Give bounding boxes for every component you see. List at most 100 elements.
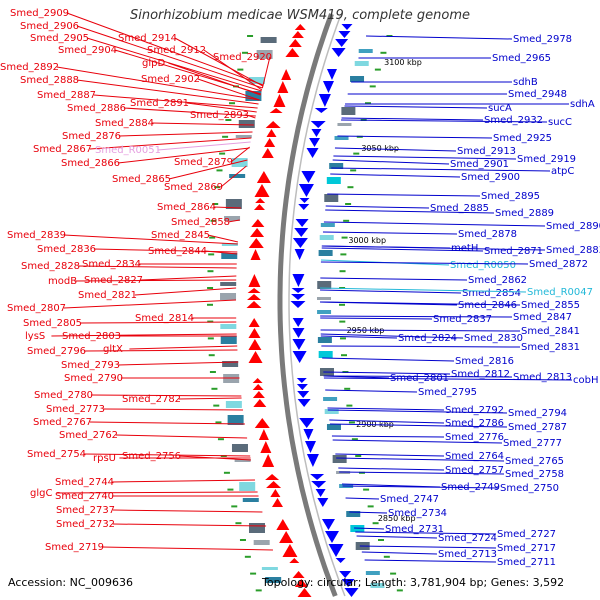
label-leader-line — [341, 117, 484, 121]
gene-label: Smed_2813 — [513, 372, 572, 383]
feature-block — [265, 577, 282, 583]
gene-label: Smed_2913 — [457, 146, 516, 157]
gene-label: Smed_2902 — [141, 74, 200, 85]
label-leader-line — [327, 409, 508, 414]
gene-label: Smed_2776 — [445, 432, 504, 443]
gene-reverse — [344, 588, 359, 597]
gene-forward — [269, 108, 283, 113]
feature-block — [220, 324, 237, 329]
gene-label: Smed_2816 — [455, 356, 514, 367]
label-leader-line — [66, 12, 264, 86]
label-leader-line — [213, 206, 241, 209]
gene-forward — [282, 544, 298, 557]
gene-reverse — [298, 184, 314, 197]
gene-forward — [248, 318, 260, 327]
gene-label: Smed_2844 — [148, 246, 207, 257]
feature-block — [231, 158, 248, 167]
gene-label: Smed_2719 — [45, 542, 104, 553]
gene-reverse — [306, 454, 319, 467]
gene-forward — [271, 498, 283, 507]
gene-label: Smed_2764 — [445, 451, 504, 462]
gene-label: Smed_2780 — [34, 390, 93, 401]
reverse-strand-genes — [290, 24, 359, 597]
label-leader-line — [320, 289, 462, 294]
gene-forward — [292, 571, 305, 578]
label-leader-line — [330, 173, 461, 178]
gene-forward — [255, 198, 266, 203]
gene-forward — [291, 31, 304, 38]
label-leader-line — [341, 119, 548, 123]
gene-reverse — [294, 249, 305, 260]
feature-block — [227, 415, 244, 425]
feature-block — [329, 163, 344, 169]
label-leader-line — [86, 37, 262, 92]
gene-label: Smed_2845 — [151, 230, 210, 241]
gene-forward — [285, 48, 300, 57]
gene-reverse — [335, 39, 349, 47]
gene-label: Smed_2869 — [164, 182, 223, 193]
gene-forward — [266, 481, 282, 488]
feature-block — [354, 61, 369, 66]
label-leader-line — [117, 361, 239, 366]
gene-label: Smed_2932 — [484, 115, 543, 126]
gene-label: lysS — [25, 331, 45, 342]
label-leader-line — [320, 317, 433, 320]
label-leader-line — [230, 146, 250, 163]
gene-label: Smed_2912 — [147, 45, 206, 56]
tick-marks — [207, 35, 403, 592]
gene-label: Smed_R0050 — [450, 260, 516, 271]
forward-strand-genes — [246, 24, 312, 597]
label-leader-line — [323, 375, 513, 378]
gene-forward — [248, 274, 261, 287]
label-leader-line — [74, 279, 237, 282]
gene-label: Smed_2807 — [7, 303, 66, 314]
label-leader-line — [115, 434, 248, 439]
label-leader-line — [336, 457, 505, 462]
label-leader-line — [335, 453, 445, 457]
label-leader-line — [151, 122, 254, 126]
label-leader-line — [76, 25, 263, 89]
label-leader-line — [56, 491, 258, 494]
gene-reverse — [331, 48, 346, 57]
gene-forward — [248, 328, 261, 338]
gene-label: Smed_2757 — [445, 465, 504, 476]
feature-block — [242, 498, 259, 502]
kbp-marker: 3050 kbp — [361, 144, 399, 153]
gene-reverse — [297, 391, 310, 398]
gene-label: Smed_2792 — [445, 405, 504, 416]
label-leader-line — [111, 479, 255, 483]
feature-block — [225, 401, 242, 408]
gene-label: Smed_2879 — [174, 157, 233, 168]
feature-block — [350, 76, 365, 82]
label-leader-line — [79, 321, 237, 324]
label-leader-line — [325, 209, 495, 214]
label-leader-line — [364, 559, 497, 563]
gene-label: Smed_2790 — [64, 373, 123, 384]
kbp-marker: 3100 kbp — [384, 58, 422, 67]
gene-forward — [252, 384, 264, 390]
gene-reverse — [291, 294, 306, 300]
feature-block — [248, 77, 265, 84]
feature-block — [319, 235, 334, 240]
label-leader-line — [77, 265, 237, 269]
label-leader-line — [341, 483, 441, 488]
label-leader-line — [337, 135, 493, 139]
label-leader-line — [323, 377, 573, 381]
gene-reverse — [341, 24, 353, 30]
gene-label: Smed_2794 — [508, 408, 567, 419]
gene-forward — [252, 391, 265, 398]
label-leader-line — [197, 78, 260, 101]
gene-forward — [261, 148, 274, 158]
feature-block — [225, 199, 242, 209]
label-leader-line — [157, 141, 251, 151]
gene-label: Smed_2919 — [517, 154, 576, 165]
gene-forward — [252, 378, 263, 383]
gene-label: Smed_2713 — [438, 549, 497, 560]
gene-label: Smed_2914 — [118, 33, 177, 44]
feature-block — [221, 243, 238, 246]
feature-block — [317, 297, 332, 300]
gene-forward — [250, 228, 265, 237]
gene-label: Smed_2865 — [112, 174, 171, 185]
label-leader-line — [89, 421, 245, 425]
gene-label: Smed_R0047 — [527, 287, 593, 298]
